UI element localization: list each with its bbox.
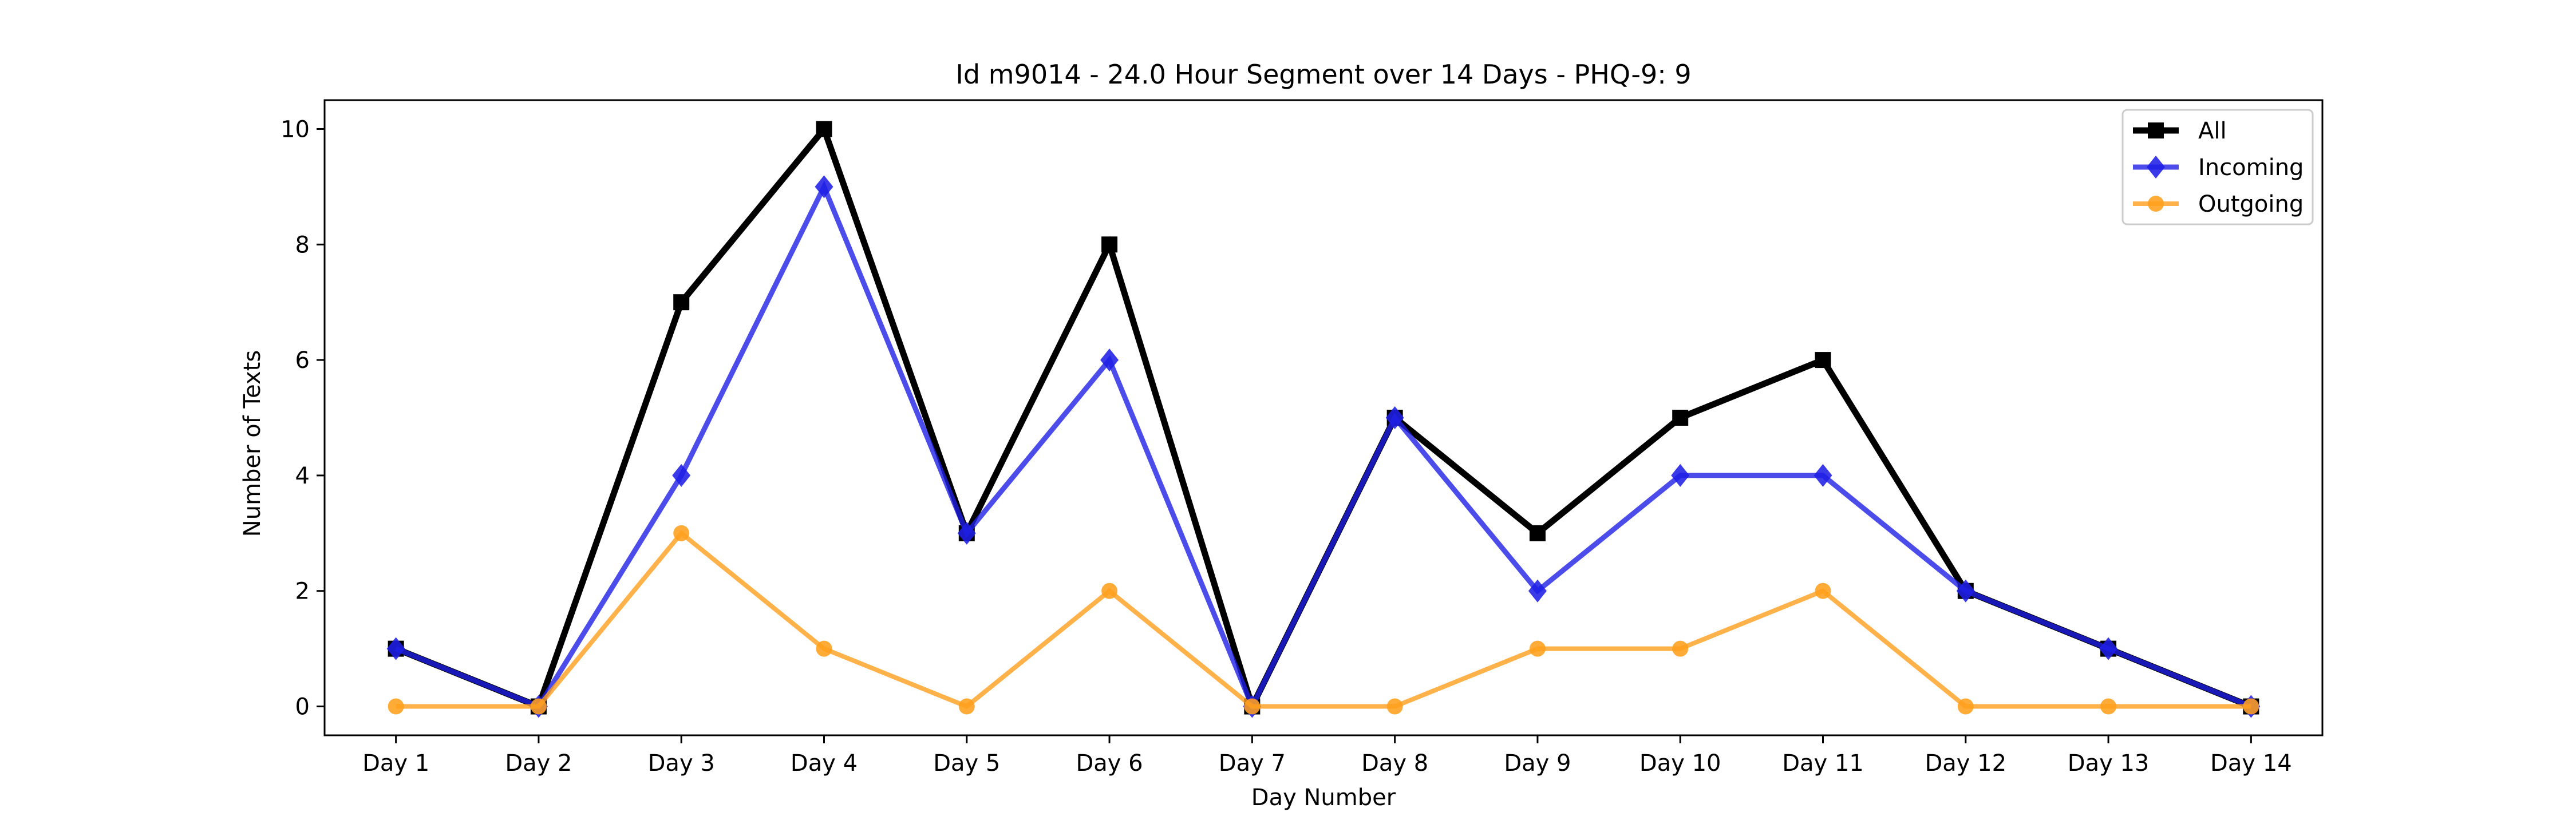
legend-swatch-marker <box>2147 156 2165 179</box>
data-point-incoming <box>815 175 833 199</box>
data-point-all <box>1672 410 1689 426</box>
legend-label: Incoming <box>2198 154 2304 181</box>
series-incoming <box>386 175 2261 718</box>
y-axis: 0 2 4 6 8 10 <box>280 116 325 720</box>
data-point-incoming <box>672 464 691 487</box>
x-tick-label: Day 11 <box>1782 750 1864 777</box>
data-point-incoming <box>957 521 976 545</box>
x-tick-label: Day 9 <box>1504 750 1571 777</box>
data-point-outgoing <box>1672 640 1689 657</box>
x-tick-label: Day 5 <box>933 750 1000 777</box>
y-tick-label: 2 <box>295 579 310 605</box>
y-axis-label: Number of Texts <box>239 350 266 537</box>
data-point-incoming <box>1385 406 1404 429</box>
data-point-outgoing <box>673 525 690 541</box>
data-point-all <box>1529 525 1546 541</box>
data-point-outgoing <box>1957 698 1974 715</box>
data-point-incoming <box>1814 464 1832 487</box>
data-point-outgoing <box>530 698 547 715</box>
x-tick-label: Day 4 <box>791 750 858 777</box>
x-tick-label: Day 3 <box>648 750 715 777</box>
x-axis: Day 1 Day 2 Day 3 Day 4 Day 5 Day 6 Day 7 Day 8… <box>362 735 2292 777</box>
series-outgoing <box>388 525 2259 715</box>
series-line-all <box>394 122 2253 715</box>
y-tick-label: 10 <box>280 116 310 142</box>
x-axis-label: Day Number <box>1251 785 1396 811</box>
data-point-outgoing <box>816 640 832 657</box>
x-tick-label: Day 6 <box>1076 750 1143 777</box>
legend: All Incoming Outgoing <box>2121 109 2314 225</box>
data-point-incoming <box>1528 579 1547 603</box>
data-point-incoming <box>386 637 405 660</box>
x-tick-label: Day 13 <box>2068 750 2150 777</box>
x-tick-label: Day 2 <box>505 750 572 777</box>
data-point-all <box>816 121 832 137</box>
legend-box <box>2121 109 2314 225</box>
series-line-outgoing <box>396 530 2251 710</box>
data-point-outgoing <box>2100 698 2117 715</box>
series-line-incoming <box>394 180 2253 713</box>
data-point-all <box>673 294 690 311</box>
legend-label: All <box>2198 118 2227 144</box>
x-tick-label: Day 14 <box>2210 750 2292 777</box>
y-tick-label: 8 <box>295 232 310 258</box>
data-point-outgoing <box>1815 583 1831 599</box>
data-point-all <box>1101 236 1118 253</box>
x-tick-label: Day 7 <box>1219 750 1286 777</box>
x-tick-label: Day 1 <box>362 750 429 777</box>
data-point-incoming <box>2099 637 2118 660</box>
data-point-outgoing <box>1244 698 1261 715</box>
legend-label: Outgoing <box>2198 191 2304 217</box>
y-tick-label: 0 <box>295 694 310 720</box>
data-point-all <box>1815 352 1831 369</box>
legend-swatch-marker <box>2148 122 2164 138</box>
data-point-outgoing <box>1529 640 1546 657</box>
chart-title: Id m9014 - 24.0 Hour Segment over 14 Day… <box>955 59 1691 90</box>
data-point-outgoing <box>388 698 404 715</box>
y-tick-label: 6 <box>295 347 310 374</box>
x-tick-label: Day 10 <box>1639 750 1721 777</box>
plot-frame <box>323 99 2324 736</box>
x-tick-label: Day 8 <box>1361 750 1428 777</box>
series-all <box>388 121 2259 715</box>
legend-item-incoming: Incoming <box>2133 154 2304 181</box>
legend-swatch-marker <box>2148 196 2164 212</box>
data-point-outgoing <box>2243 698 2259 715</box>
data-point-incoming <box>1671 464 1690 487</box>
data-point-incoming <box>1956 579 1975 603</box>
data-point-incoming <box>1100 348 1119 372</box>
x-tick-label: Day 12 <box>1925 750 2006 777</box>
data-point-outgoing <box>1101 583 1118 599</box>
legend-item-all: All <box>2133 118 2227 144</box>
legend-item-outgoing: Outgoing <box>2133 191 2304 217</box>
data-point-outgoing <box>958 698 975 715</box>
data-point-outgoing <box>1386 698 1403 715</box>
y-tick-label: 4 <box>295 463 310 489</box>
